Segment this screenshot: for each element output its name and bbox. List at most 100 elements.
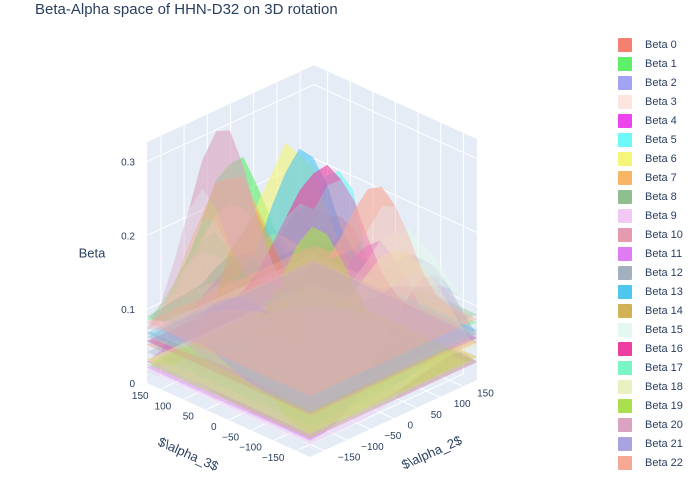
surface-series[interactable] — [147, 205, 477, 394]
surface-cell — [312, 209, 341, 273]
surface-cell — [353, 291, 381, 327]
surface-cell — [394, 351, 422, 364]
surface-cell — [271, 291, 300, 304]
legend-item[interactable]: Beta 19 — [612, 396, 698, 415]
surface-cell — [324, 367, 352, 382]
surface-series[interactable] — [147, 186, 477, 397]
surface-series[interactable] — [147, 148, 477, 407]
surface-series[interactable] — [147, 259, 477, 411]
surface-cell — [283, 387, 312, 401]
surface-cell — [297, 347, 325, 362]
surface-cell — [284, 314, 312, 328]
legend-item[interactable]: Beta 12 — [612, 263, 698, 282]
surface-cell — [352, 344, 381, 376]
surface-cell — [339, 313, 368, 343]
surface-cell — [296, 379, 324, 394]
surface-cell — [272, 274, 300, 288]
surface-series[interactable] — [147, 226, 477, 439]
legend-item[interactable]: Beta 20 — [612, 415, 698, 434]
surface-cell — [255, 310, 284, 356]
surface-cell — [188, 331, 216, 345]
surface-cell — [256, 343, 284, 371]
surface-cell — [242, 354, 270, 368]
surface-series[interactable] — [147, 164, 477, 416]
surface-cell — [380, 258, 409, 294]
surface-cell — [229, 334, 257, 348]
surface-cell — [282, 394, 311, 407]
legend-item[interactable]: Beta 14 — [612, 301, 698, 320]
legend-item[interactable]: Beta 1 — [612, 54, 698, 73]
surface-series[interactable] — [147, 240, 477, 441]
surface-series[interactable] — [147, 157, 477, 400]
surface-series[interactable] — [147, 216, 477, 419]
surface-series[interactable] — [147, 250, 477, 434]
surface-series[interactable] — [147, 228, 477, 405]
surface-cell — [325, 170, 353, 194]
surface-series[interactable] — [147, 130, 477, 410]
surface-cell — [338, 386, 366, 401]
surface-series[interactable] — [147, 170, 477, 416]
surface-cell — [160, 344, 189, 358]
surface-cell — [325, 335, 353, 349]
surface-series[interactable] — [147, 142, 477, 435]
surface-cell — [269, 387, 297, 401]
surface-cell — [242, 337, 270, 368]
surface-cell — [214, 351, 243, 369]
surface-cell — [353, 279, 382, 300]
surface-series[interactable] — [147, 210, 477, 434]
plot-area[interactable]: 00.10.20.3−150−100−50050100150−150−100−5… — [0, 0, 610, 500]
surface-series[interactable] — [147, 267, 477, 446]
surface-cell — [216, 164, 244, 223]
surface-cell — [256, 206, 285, 273]
legend-item[interactable]: Beta 0 — [612, 35, 698, 54]
surface-cell — [216, 314, 244, 328]
surface-cell — [297, 365, 326, 386]
surface-series[interactable] — [147, 236, 477, 415]
legend-swatch — [618, 208, 632, 223]
legend-item[interactable]: Beta 3 — [612, 92, 698, 111]
legend-item[interactable]: Beta 15 — [612, 320, 698, 339]
surface-cell — [285, 279, 313, 315]
legend-item[interactable]: Beta 17 — [612, 358, 698, 377]
legend-item[interactable]: Beta 13 — [612, 282, 698, 301]
surface-series[interactable] — [147, 253, 477, 440]
surface-cell — [297, 352, 326, 365]
surface-series[interactable] — [147, 253, 477, 426]
surface-cell — [202, 269, 230, 305]
surface-cell — [257, 358, 285, 369]
surface-cell — [282, 400, 311, 413]
legend-item[interactable]: Beta 6 — [612, 149, 698, 168]
surface-series[interactable] — [147, 262, 477, 413]
legend-item[interactable]: Beta 2 — [612, 73, 698, 92]
surface-cell — [284, 284, 313, 320]
surface-series[interactable] — [147, 176, 477, 420]
legend-item[interactable]: Beta 7 — [612, 168, 698, 187]
legend-item[interactable]: Beta 22 — [612, 453, 698, 472]
surface-cell — [256, 320, 284, 345]
surface-series[interactable] — [147, 207, 477, 408]
surface-cell — [270, 344, 299, 358]
surface-cell — [366, 342, 394, 355]
legend-item[interactable]: Beta 9 — [612, 206, 698, 225]
legend-item[interactable]: Beta 16 — [612, 339, 698, 358]
surface-cell — [394, 319, 423, 333]
legend[interactable]: Beta 0 Beta 1 Beta 2 Beta 3 Beta 4 Beta 5 Beta… — [612, 35, 698, 472]
surface-cell — [422, 304, 450, 317]
legend-item[interactable]: Beta 5 — [612, 130, 698, 149]
legend-item[interactable]: Beta 11 — [612, 244, 698, 263]
legend-item[interactable]: Beta 21 — [612, 434, 698, 453]
legend-item[interactable]: Beta 18 — [612, 377, 698, 396]
surface-cell — [421, 324, 450, 337]
surface-cell — [338, 407, 366, 420]
legend-item[interactable]: Beta 10 — [612, 225, 698, 244]
surface-series[interactable] — [147, 240, 477, 392]
surface-cell — [324, 345, 353, 359]
surface-cell — [312, 321, 340, 337]
surface-cell — [257, 247, 285, 320]
surface-cell — [299, 295, 328, 307]
surface-cell — [201, 332, 230, 347]
legend-item[interactable]: Beta 4 — [612, 111, 698, 130]
legend-item[interactable]: Beta 8 — [612, 187, 698, 206]
surface-cell — [340, 305, 368, 319]
surface-cell — [285, 293, 313, 306]
